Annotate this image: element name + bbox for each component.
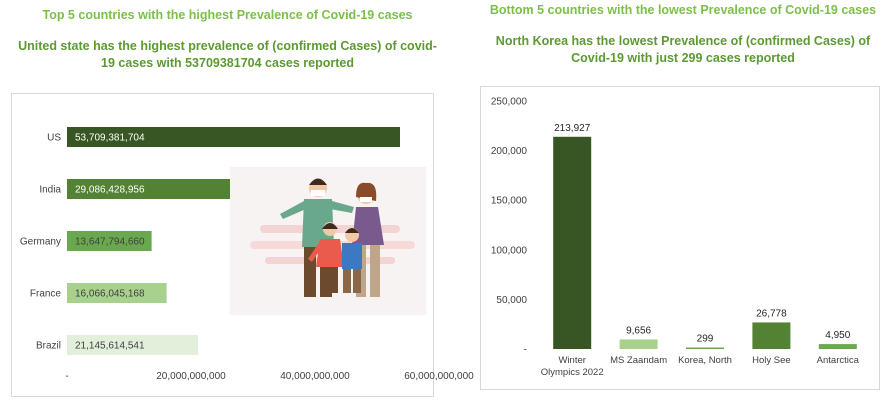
left-chart-subheading: United state has the highest prevalence … bbox=[15, 38, 440, 72]
top5-chart-panel: -20,000,000,000 40,000,000,000 60,000,000,… bbox=[11, 93, 434, 397]
category-label: Korea, North bbox=[678, 355, 732, 366]
bottom5-column-chart: - 50,000 100,000 150,000 200,000 250,000 213,… bbox=[481, 87, 879, 389]
category-label: India bbox=[39, 185, 61, 196]
family-masks-illustration bbox=[230, 167, 426, 315]
column-1 bbox=[553, 137, 591, 349]
category-label: Winter bbox=[558, 355, 585, 366]
y-tick-label: 50,000 bbox=[496, 295, 527, 306]
column-2 bbox=[620, 339, 658, 349]
data-label: 4,950 bbox=[825, 330, 850, 341]
y-tick-label: 100,000 bbox=[491, 245, 528, 256]
y-tick-label: 150,000 bbox=[491, 196, 528, 207]
category-label: Antarctica bbox=[817, 355, 860, 366]
data-label: 53,709,381,704 bbox=[75, 133, 145, 144]
category-label: US bbox=[47, 133, 61, 144]
category-label: Brazil bbox=[36, 341, 61, 352]
category-label: Holy See bbox=[752, 355, 791, 366]
data-label: 13,647,794,660 bbox=[75, 237, 145, 248]
right-chart-subheading: North Korea has the lowest Prevalence of… bbox=[478, 33, 888, 67]
category-label: Germany bbox=[20, 237, 61, 248]
data-label: 9,656 bbox=[626, 325, 651, 336]
category-label: MS Zaandam bbox=[610, 355, 667, 366]
x-tick-label: 40,000,000,000 bbox=[280, 371, 350, 382]
data-label: 16,066,045,168 bbox=[75, 289, 145, 300]
y-tick-label: 200,000 bbox=[491, 146, 528, 157]
category-label: France bbox=[30, 289, 62, 300]
x-tick-label: - bbox=[65, 371, 68, 382]
top5-bar-chart: -20,000,000,000 40,000,000,000 60,000,000,… bbox=[12, 94, 433, 396]
bottom5-chart-panel: - 50,000 100,000 150,000 200,000 250,000 213,… bbox=[480, 86, 880, 390]
category-label: Olympics 2022 bbox=[541, 367, 604, 378]
data-label: 29,086,428,956 bbox=[75, 185, 145, 196]
data-label: 213,927 bbox=[554, 123, 591, 134]
x-tick-label: 60,000,000,000 bbox=[404, 371, 474, 382]
right-chart-heading: Bottom 5 countries with the lowest Preva… bbox=[478, 3, 888, 17]
column-4 bbox=[752, 322, 790, 349]
data-label: 21,145,614,541 bbox=[75, 341, 145, 352]
column-3 bbox=[686, 348, 724, 350]
left-chart-heading: Top 5 countries with the highest Prevale… bbox=[0, 8, 455, 22]
data-label: 26,778 bbox=[756, 308, 787, 319]
column-5 bbox=[819, 344, 857, 349]
x-tick-label: 20,000,000,000 bbox=[156, 371, 226, 382]
y-tick-label: 250,000 bbox=[491, 97, 528, 108]
y-tick-label: - bbox=[524, 345, 527, 356]
data-label: 299 bbox=[697, 334, 714, 345]
